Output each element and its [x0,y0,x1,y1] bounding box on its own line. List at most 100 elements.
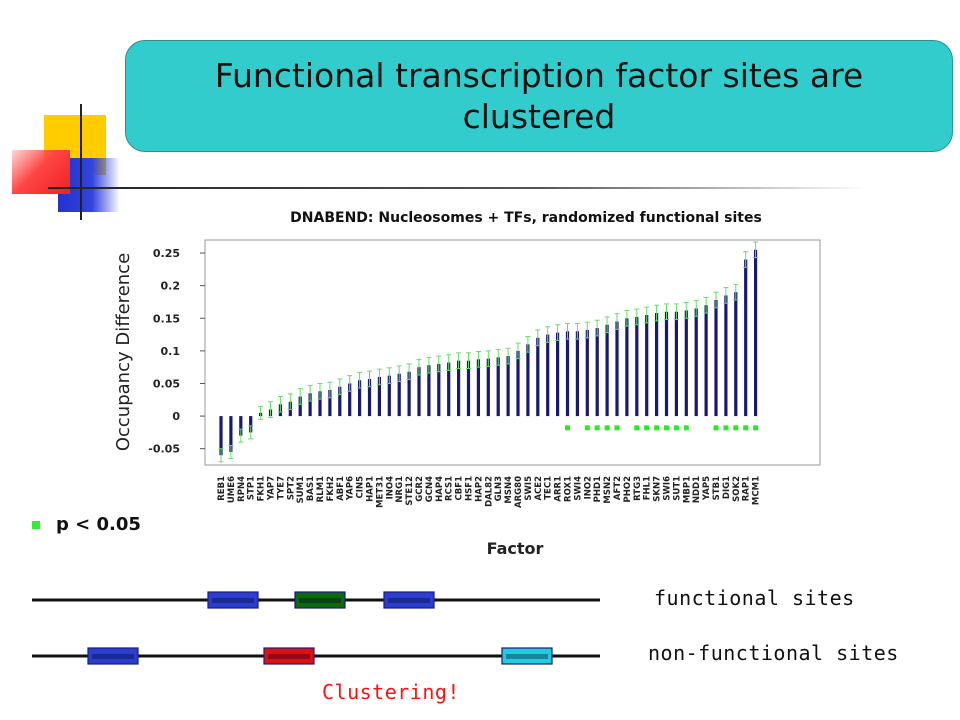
x-tick-label: NRG1 [395,476,405,503]
bar-swi4 [575,331,579,417]
legend-marker-swatch [32,520,40,529]
x-tick-label: DIG1 [722,476,732,499]
bar-rcs1 [447,362,451,417]
significance-marker-rox1 [565,425,570,431]
x-tick-label: YAP5 [702,476,712,501]
error-bar-dig1 [723,287,729,304]
error-bar-gcn4 [426,356,432,374]
bar-skn7 [655,313,659,417]
x-tick-label: STE12 [405,476,415,506]
significance-marker-ino2 [584,425,590,431]
bar-arg80 [516,350,520,417]
corner-square-red [12,150,70,194]
error-bar-met31 [376,368,382,386]
x-tick-label: MSN4 [504,476,514,504]
x-tick-label: TEC1 [544,476,554,500]
x-tick-label: SOK2 [732,476,742,502]
error-bar-reb1 [218,448,224,463]
bar-series [218,241,759,463]
chart-title: DNABEND: Nucleosomes + TFs, randomized f… [290,210,762,226]
corner-horizontal-line [48,187,868,189]
error-bar-msn2 [604,316,610,334]
y-tick-label: 0.25 [153,247,180,260]
error-bar-rox1 [565,322,570,340]
bar-mcm1 [754,249,758,417]
error-bar-hsf1 [466,352,471,369]
y-axis-label: Occupancy Difference [113,253,134,451]
error-bar-ume6 [228,444,234,459]
error-bar-ndd1 [693,300,699,317]
y-tick-label: -0.05 [148,443,180,456]
x-tick-label: RPN4 [237,476,247,502]
x-tick-label: YAP7 [267,476,277,501]
slide-title-box: Functional transcription factor sites ar… [125,40,953,152]
bar-met31 [377,376,381,417]
bar-fkh2 [328,390,332,417]
legend: p < 0.05 [32,514,141,535]
error-bar-tec1 [545,326,551,343]
x-tick-label: STP1 [247,476,257,500]
bar-rlm1 [318,391,322,417]
bar-msn2 [605,324,609,417]
bar-rap1 [744,259,748,417]
bar-dal82 [486,358,490,417]
error-bar-rlm1 [317,382,323,400]
significance-marker-stb1 [713,425,719,431]
x-tick-label: SWI4 [573,476,583,501]
error-bar-cin5 [357,371,363,389]
x-tick-label: REB1 [217,476,227,501]
bar-nrg1 [397,373,401,417]
error-bar-dal82 [485,350,491,368]
error-bar-bas1 [307,384,313,402]
x-tick-label: FKH1 [257,476,267,502]
error-bar-pho2 [624,309,630,327]
significance-marker-dig1 [723,425,729,431]
error-bar-yap6 [347,375,353,392]
x-tick-label: GCN4 [425,476,435,502]
error-bar-hap2 [475,351,481,368]
x-tick-label: MBP1 [682,476,692,503]
plot-frame [204,239,821,466]
bar-ace2 [536,337,540,417]
error-bar-arg80 [515,342,521,360]
error-bar-rpn4 [238,428,244,443]
y-tick-label: 0.2 [161,280,181,293]
x-tick-label: RLM1 [316,476,326,502]
x-tick-label: CBF1 [455,476,465,501]
x-tick-label: ACE2 [534,476,544,501]
error-bar-rcs1 [446,354,452,371]
x-tick-label: CIN5 [356,476,366,499]
bar-hap1 [367,378,372,417]
x-tick-label: UME6 [227,476,237,503]
x-tick-label: GLN3 [494,476,504,502]
error-bar-aft2 [614,313,620,330]
bar-yap6 [348,383,352,417]
x-tick-label: TYE7 [276,476,286,500]
bar-cbf1 [457,360,461,417]
bar-dig1 [724,295,728,417]
error-bar-arr1 [555,324,561,341]
bar-hap2 [476,359,480,417]
y-tick-label: 0.1 [161,345,181,358]
x-tick-label: AFT2 [613,476,623,500]
error-bar-gln3 [495,349,501,366]
error-bar-yap5 [703,296,709,314]
bar-reb1 [219,416,223,456]
error-bar-ino4 [386,367,392,384]
bar-ino4 [387,375,391,417]
bar-rpn4 [239,416,243,436]
x-tick-label: STB1 [712,476,722,500]
x-tick-label: SKN7 [653,476,663,502]
bar-gln3 [496,357,500,417]
x-tick-label: SWI6 [663,476,673,501]
x-tick-label: FKH2 [326,476,336,502]
bar-stb1 [714,300,718,417]
error-bar-fhl1 [644,306,650,324]
bar-swi6 [664,311,669,417]
bar-sok2 [734,292,738,417]
bar-swi5 [526,344,530,417]
bar-rox1 [565,331,570,417]
y-axis: -0.05 0 0.05 0.1 0.15 0.2 0.25 [148,247,205,456]
error-bar-ace2 [535,329,541,347]
x-tick-label: HAP4 [435,476,445,502]
